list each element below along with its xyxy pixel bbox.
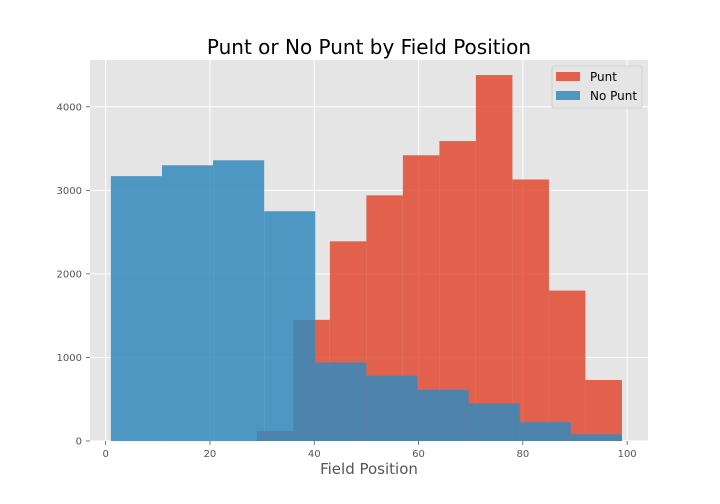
bar-no-punt (161, 165, 214, 442)
bar-no-punt (213, 160, 265, 441)
bar-no-punt (468, 403, 520, 441)
y-tick-label: 4000 (57, 102, 82, 113)
y-tick-label: 2000 (57, 269, 82, 280)
bar-no-punt (519, 422, 571, 441)
y-tick-label: 0 (76, 437, 82, 448)
legend-swatch-no-punt (556, 91, 580, 100)
y-tick-label: 1000 (57, 353, 82, 364)
bar-no-punt (110, 176, 162, 441)
bar-no-punt (417, 390, 469, 441)
bar-no-punt (570, 434, 622, 441)
x-axis-label: Field Position (320, 460, 418, 478)
x-tick-label: 20 (204, 449, 217, 460)
x-tick-label: 60 (412, 449, 425, 460)
legend-swatch-punt (556, 72, 580, 81)
bar-no-punt (264, 211, 316, 441)
bar-punt (548, 290, 586, 441)
bar-punt (512, 179, 549, 441)
x-tick-label: 100 (618, 449, 637, 460)
x-tick-label: 80 (516, 449, 529, 460)
bar-punt (475, 75, 513, 441)
bar-punt (585, 380, 622, 441)
bar-no-punt (366, 375, 418, 441)
chart-title: Punt or No Punt by Field Position (207, 35, 531, 59)
y-tick-label: 3000 (57, 186, 82, 197)
legend-label-punt: Punt (590, 70, 617, 84)
x-tick-label: 0 (102, 449, 108, 460)
legend-label-no-punt: No Punt (590, 89, 637, 103)
histogram-bars (110, 75, 622, 442)
x-tick-label: 40 (308, 449, 321, 460)
legend: Punt No Punt (551, 65, 643, 109)
bar-no-punt (315, 362, 367, 441)
